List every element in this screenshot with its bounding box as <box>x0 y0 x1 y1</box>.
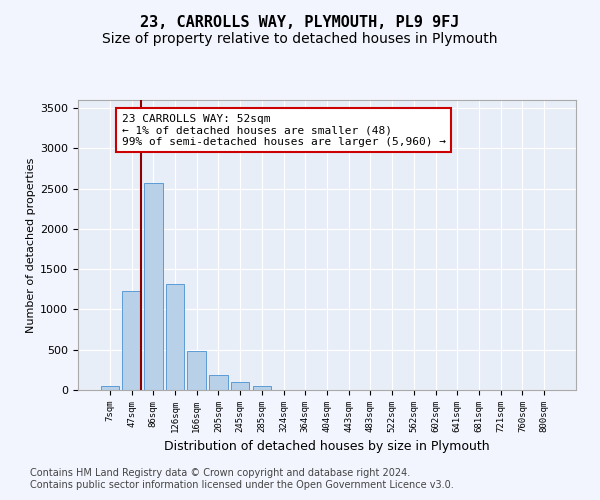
Text: Size of property relative to detached houses in Plymouth: Size of property relative to detached ho… <box>102 32 498 46</box>
Bar <box>166 284 184 390</box>
Bar <box>209 375 227 390</box>
Bar <box>187 350 206 390</box>
Bar <box>231 382 250 390</box>
Text: Contains HM Land Registry data © Crown copyright and database right 2024.: Contains HM Land Registry data © Crown c… <box>30 468 410 477</box>
Bar <box>122 291 141 390</box>
Bar <box>253 386 271 390</box>
Y-axis label: Number of detached properties: Number of detached properties <box>26 158 36 332</box>
Bar <box>144 183 163 390</box>
Text: Contains public sector information licensed under the Open Government Licence v3: Contains public sector information licen… <box>30 480 454 490</box>
Bar <box>101 386 119 390</box>
X-axis label: Distribution of detached houses by size in Plymouth: Distribution of detached houses by size … <box>164 440 490 454</box>
Text: 23 CARROLLS WAY: 52sqm
← 1% of detached houses are smaller (48)
99% of semi-deta: 23 CARROLLS WAY: 52sqm ← 1% of detached … <box>122 114 446 147</box>
Text: 23, CARROLLS WAY, PLYMOUTH, PL9 9FJ: 23, CARROLLS WAY, PLYMOUTH, PL9 9FJ <box>140 15 460 30</box>
